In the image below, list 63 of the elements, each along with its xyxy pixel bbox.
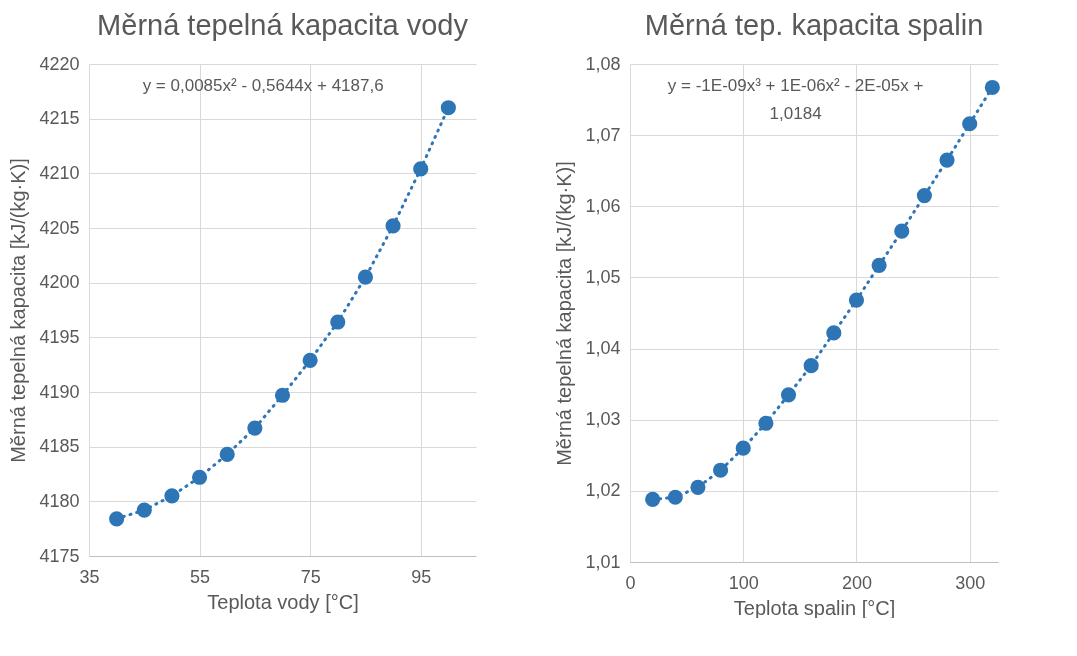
x-tick-label: 75 — [300, 566, 321, 587]
point — [247, 420, 263, 436]
y-tick-label: 1,05 — [585, 266, 621, 287]
point — [357, 269, 374, 285]
point — [894, 223, 910, 239]
point — [803, 358, 819, 374]
point — [962, 116, 978, 132]
y-tick-label: 4210 — [39, 162, 80, 183]
y-tick-label: 1,08 — [585, 53, 621, 74]
x-axis-title: Teplota vody [°C] — [207, 590, 359, 613]
y-tick-label: 4220 — [39, 53, 80, 74]
point — [667, 489, 683, 505]
point — [109, 511, 125, 527]
x-axis-title: Teplota spalin [°C] — [733, 596, 896, 619]
point — [871, 257, 887, 273]
x-tick-label: 300 — [955, 572, 986, 593]
y-tick-label: 4180 — [39, 490, 80, 511]
y-tick-label: 4195 — [39, 326, 80, 347]
point — [848, 292, 865, 308]
y-tick-label: 1,02 — [585, 480, 621, 501]
point — [916, 188, 932, 204]
y-axis-title: Měrná tepelná kapacita [kJ/(kg·K)] — [7, 158, 30, 463]
x-tick-label: 200 — [841, 572, 872, 593]
y-tick-label: 1,04 — [585, 338, 621, 359]
point — [219, 446, 235, 462]
point — [826, 325, 842, 341]
point — [735, 440, 751, 456]
y-tick-label: 1,07 — [585, 124, 621, 145]
y-tick-label: 1,06 — [585, 195, 621, 216]
x-tick-label: 95 — [411, 566, 432, 587]
annotation: y = -1E-09x³ + 1E-06x² - 2E-05x + 1,0184 — [667, 76, 924, 123]
x-tick-label: 35 — [79, 566, 100, 587]
point — [939, 152, 955, 168]
point — [984, 79, 1000, 96]
y-tick-label: 4190 — [39, 381, 80, 402]
y-tick-label: 4215 — [39, 108, 80, 129]
annotation: y = 0,0085x² - 0,5644x + 4187,6 — [142, 76, 384, 95]
point — [136, 502, 152, 518]
point — [645, 491, 661, 507]
y-axis-title: Měrná tepelná kapacita [kJ/(kg·K)] — [553, 161, 576, 466]
chart-title: Měrná tepelná kapacita vody — [97, 9, 469, 41]
y-tick-label: 4185 — [39, 436, 80, 457]
x-tick-label: 0 — [625, 572, 636, 593]
point — [758, 415, 774, 431]
point — [191, 469, 208, 485]
y-tick-label: 4205 — [39, 217, 80, 238]
point — [690, 479, 706, 495]
point — [385, 218, 401, 234]
point — [302, 352, 318, 368]
y-tick-label: 1,01 — [585, 551, 621, 572]
point — [413, 161, 429, 177]
x-tick-label: 100 — [728, 572, 759, 593]
point — [164, 488, 180, 504]
point — [440, 100, 456, 116]
chart-title: Měrná tep. kapacita spalin — [644, 9, 984, 41]
y-tick-label: 4200 — [39, 272, 80, 293]
point — [274, 387, 291, 403]
x-tick-label: 55 — [190, 566, 211, 587]
point — [780, 387, 797, 403]
point — [713, 462, 729, 478]
point — [330, 314, 346, 330]
y-tick-label: 4175 — [39, 545, 80, 566]
y-tick-label: 1,03 — [585, 409, 621, 430]
